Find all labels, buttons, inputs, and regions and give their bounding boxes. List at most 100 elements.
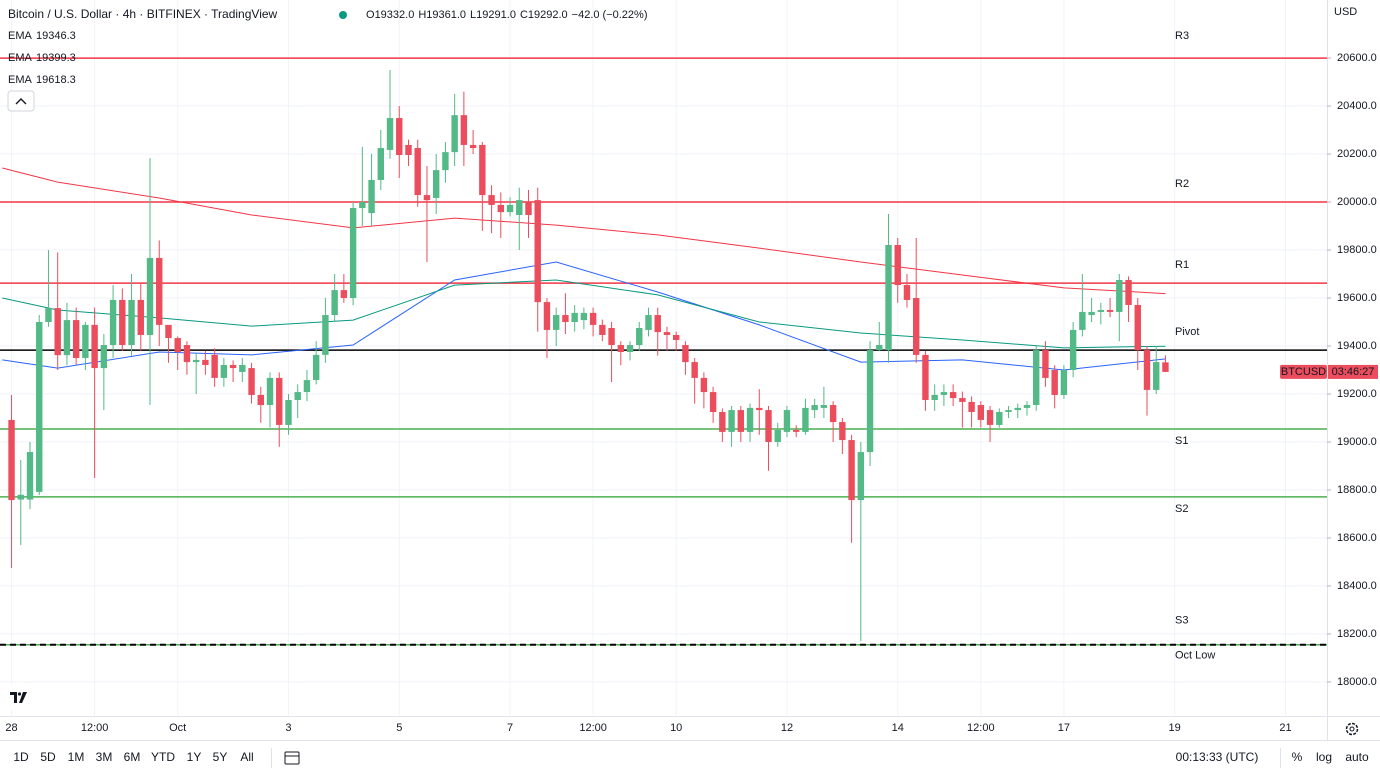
- legend-name: EMA: [8, 52, 33, 64]
- candle-body: [626, 345, 634, 353]
- candle-body: [1162, 362, 1169, 372]
- ohlc-value: 19292.0: [528, 9, 568, 21]
- candle-body: [156, 257, 163, 325]
- candle-body: [913, 298, 920, 355]
- candle-body: [451, 115, 458, 153]
- y-tick-label: 20600.0: [1337, 52, 1377, 64]
- level-label: Pivot: [1175, 326, 1199, 338]
- candle-body: [968, 401, 975, 412]
- currency-label: USD: [1334, 6, 1357, 18]
- range-button[interactable]: All: [240, 750, 253, 764]
- collapse-button[interactable]: [7, 90, 35, 112]
- x-tick-label: 12:00: [81, 722, 109, 734]
- candle-body: [442, 152, 449, 171]
- status-dot: [339, 11, 347, 19]
- candle-body: [783, 410, 791, 432]
- candle-body: [340, 290, 348, 299]
- logo-dot: [17, 692, 22, 696]
- candle-body: [26, 452, 34, 500]
- x-tick-label: 14: [892, 722, 904, 734]
- candle-body: [1014, 407, 1021, 411]
- range-button[interactable]: YTD: [151, 750, 175, 764]
- countdown: 03:46:27: [1332, 366, 1375, 378]
- candle-body: [1060, 369, 1068, 395]
- x-tick-label: 7: [507, 722, 513, 734]
- range-button[interactable]: 5Y: [213, 750, 228, 764]
- x-tick-label: 5: [396, 722, 402, 734]
- ohlc-key: C: [520, 9, 528, 21]
- candle-body: [1143, 350, 1151, 390]
- candle-body: [737, 410, 745, 432]
- legend-value: 19346.3: [36, 30, 76, 42]
- candle-body: [1125, 280, 1132, 305]
- candle-body: [349, 208, 357, 299]
- candle-body: [72, 320, 80, 358]
- candle-body: [128, 299, 135, 346]
- candle-body: [580, 312, 588, 321]
- candle-body: [479, 144, 486, 196]
- candle-body: [1116, 280, 1123, 312]
- candle-body: [959, 398, 966, 402]
- ohlc-value: 19291.0: [476, 9, 516, 21]
- header: Bitcoin / U.S. Dollar · 4h · BITFINEX · …: [8, 7, 648, 86]
- ohlc-key: H: [418, 9, 426, 21]
- candle-body: [756, 407, 763, 411]
- ema-line: [2, 167, 1166, 295]
- legend-value: 19399.3: [36, 52, 76, 64]
- candle-body: [497, 204, 504, 213]
- candle-body: [589, 312, 597, 325]
- settings-button[interactable]: [1345, 722, 1359, 736]
- range-button[interactable]: 5D: [40, 750, 56, 764]
- gear-center: [1349, 726, 1355, 732]
- candle-body: [1088, 311, 1095, 316]
- candle-body: [432, 170, 440, 198]
- clock[interactable]: 00:13:33 (UTC): [1176, 750, 1259, 764]
- candle-body: [257, 394, 264, 406]
- candle-body: [1005, 410, 1012, 412]
- scale-option[interactable]: log: [1316, 750, 1332, 764]
- candle-body: [774, 429, 781, 442]
- range-button[interactable]: 1M: [68, 750, 85, 764]
- candle-body: [285, 399, 292, 425]
- y-tick-label: 18000.0: [1337, 676, 1377, 688]
- candle-body: [682, 345, 689, 363]
- range-button[interactable]: 3M: [96, 750, 113, 764]
- candle-body: [996, 411, 1003, 425]
- candle-body: [857, 452, 865, 501]
- x-tick-label: 19: [1169, 722, 1181, 734]
- candle-body: [36, 322, 43, 492]
- candle-body: [977, 405, 985, 420]
- candle-body: [488, 195, 495, 205]
- range-button[interactable]: 6M: [124, 750, 141, 764]
- scale-option[interactable]: auto: [1345, 750, 1369, 764]
- candle-body: [460, 115, 468, 145]
- level-label: R3: [1175, 30, 1189, 42]
- candle-body: [100, 345, 108, 369]
- level-label: Oct Low: [1175, 650, 1215, 662]
- candle-body: [414, 148, 421, 196]
- candle-body: [1069, 329, 1077, 370]
- candle-body: [359, 202, 366, 209]
- candle-body: [331, 290, 338, 316]
- toolbar: 1D 5D 1M 3M 6M YTD 1Y 5Y All 00:13:33 (UTC)% log au…: [13, 750, 1369, 764]
- collapse-icon[interactable]: [15, 98, 27, 105]
- calendar-icon[interactable]: [284, 751, 300, 765]
- candle-body: [552, 315, 560, 330]
- candle-body: [709, 392, 717, 412]
- x-tick-label: 21: [1279, 722, 1291, 734]
- range-button[interactable]: 1Y: [187, 750, 202, 764]
- candle-body: [949, 392, 957, 399]
- collapse-box[interactable]: [7, 90, 35, 112]
- candle-body: [294, 392, 301, 400]
- gear-icon[interactable]: [1345, 722, 1359, 736]
- axes: 28 12:00 Oct 3 5 7 12:00 10 12 14 12:00 17 19 21 18000…: [5, 6, 1378, 734]
- scale-option[interactable]: %: [1292, 750, 1303, 764]
- candle-body: [220, 364, 228, 378]
- candle-body: [266, 377, 274, 406]
- range-button[interactable]: 1D: [13, 750, 29, 764]
- candle-body: [839, 422, 846, 441]
- date-range-icon[interactable]: [284, 751, 300, 765]
- candle-body: [109, 299, 117, 346]
- candle-body: [894, 244, 901, 286]
- candle-body: [45, 308, 52, 323]
